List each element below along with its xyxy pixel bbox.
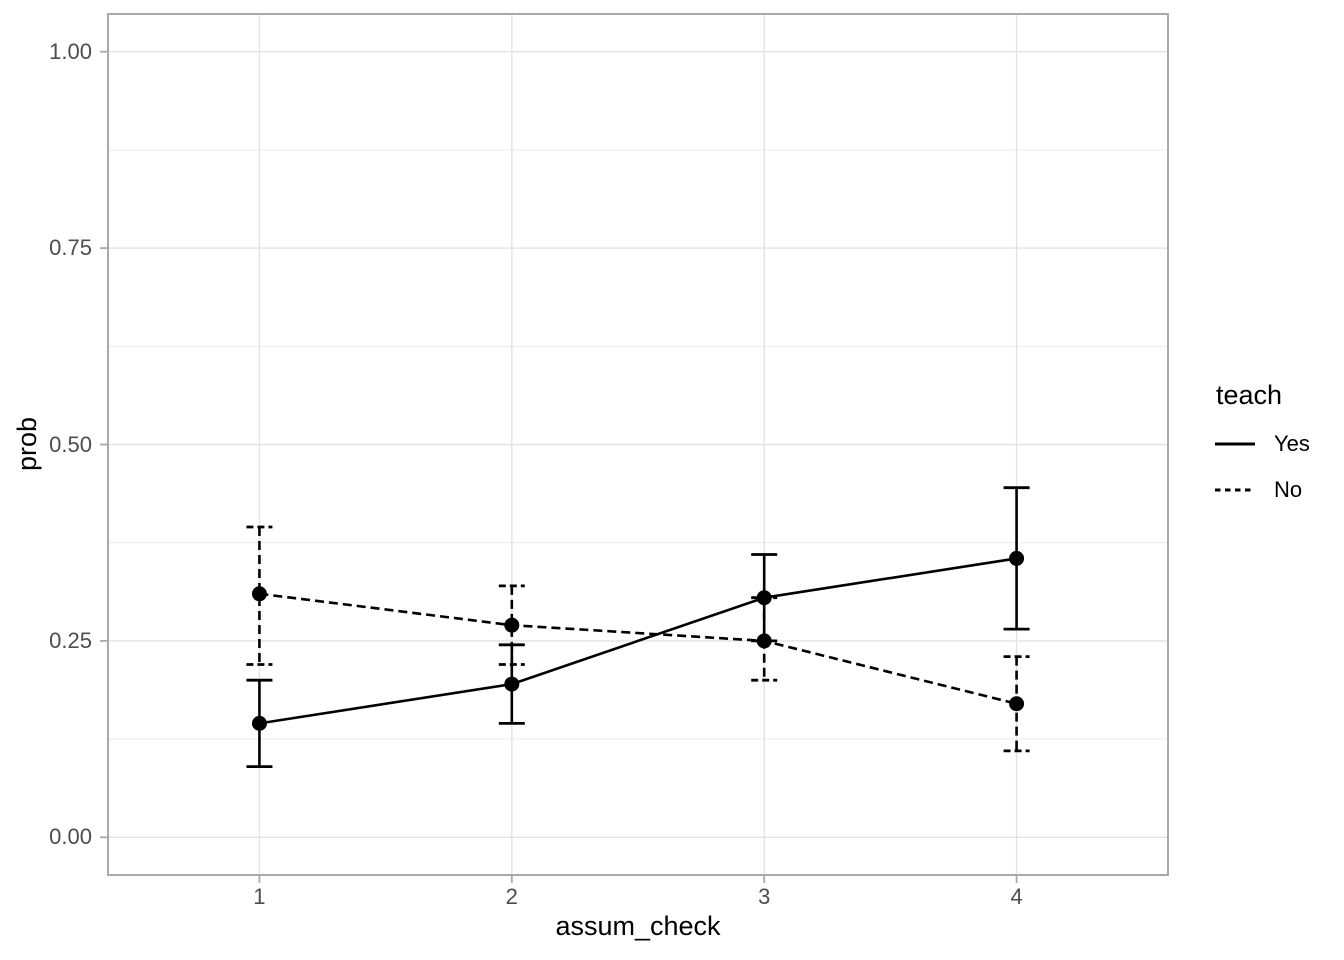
- solid-line-key-icon: [1215, 442, 1255, 446]
- x-tick-label-3: 3: [758, 884, 771, 909]
- data-point-yes: [504, 676, 520, 692]
- y-tick-label-0.00: 0.00: [49, 824, 92, 850]
- x-axis-title: assum_check: [555, 911, 721, 941]
- legend: teach Yes No: [1214, 378, 1310, 514]
- dashed-line-key-icon: [1215, 488, 1255, 492]
- legend-title: teach: [1216, 380, 1283, 410]
- x-tick-label-1: 1: [253, 884, 266, 909]
- data-point-no: [756, 633, 772, 649]
- data-point-no: [1009, 696, 1025, 712]
- y-tick-label-0.25: 0.25: [49, 627, 92, 653]
- x-tick-label-4: 4: [1010, 884, 1023, 909]
- y-tick-label-0.50: 0.50: [49, 431, 92, 457]
- data-point-no: [504, 617, 520, 633]
- data-point-yes: [251, 715, 267, 731]
- legend-item-no: No: [1214, 468, 1310, 512]
- y-tick-label-1.00: 1.00: [49, 38, 92, 64]
- legend-label-yes: Yes: [1274, 431, 1310, 456]
- x-tick-label-2: 2: [505, 884, 518, 909]
- series-line-yes: [259, 557, 1017, 725]
- legend-label-no: No: [1274, 477, 1303, 502]
- y-tick-label-0.75: 0.75: [49, 235, 92, 261]
- legend-item-yes: Yes: [1214, 422, 1310, 466]
- series-line-no: [259, 592, 1017, 706]
- data-point-yes: [1009, 550, 1025, 566]
- data-point-no: [251, 586, 267, 602]
